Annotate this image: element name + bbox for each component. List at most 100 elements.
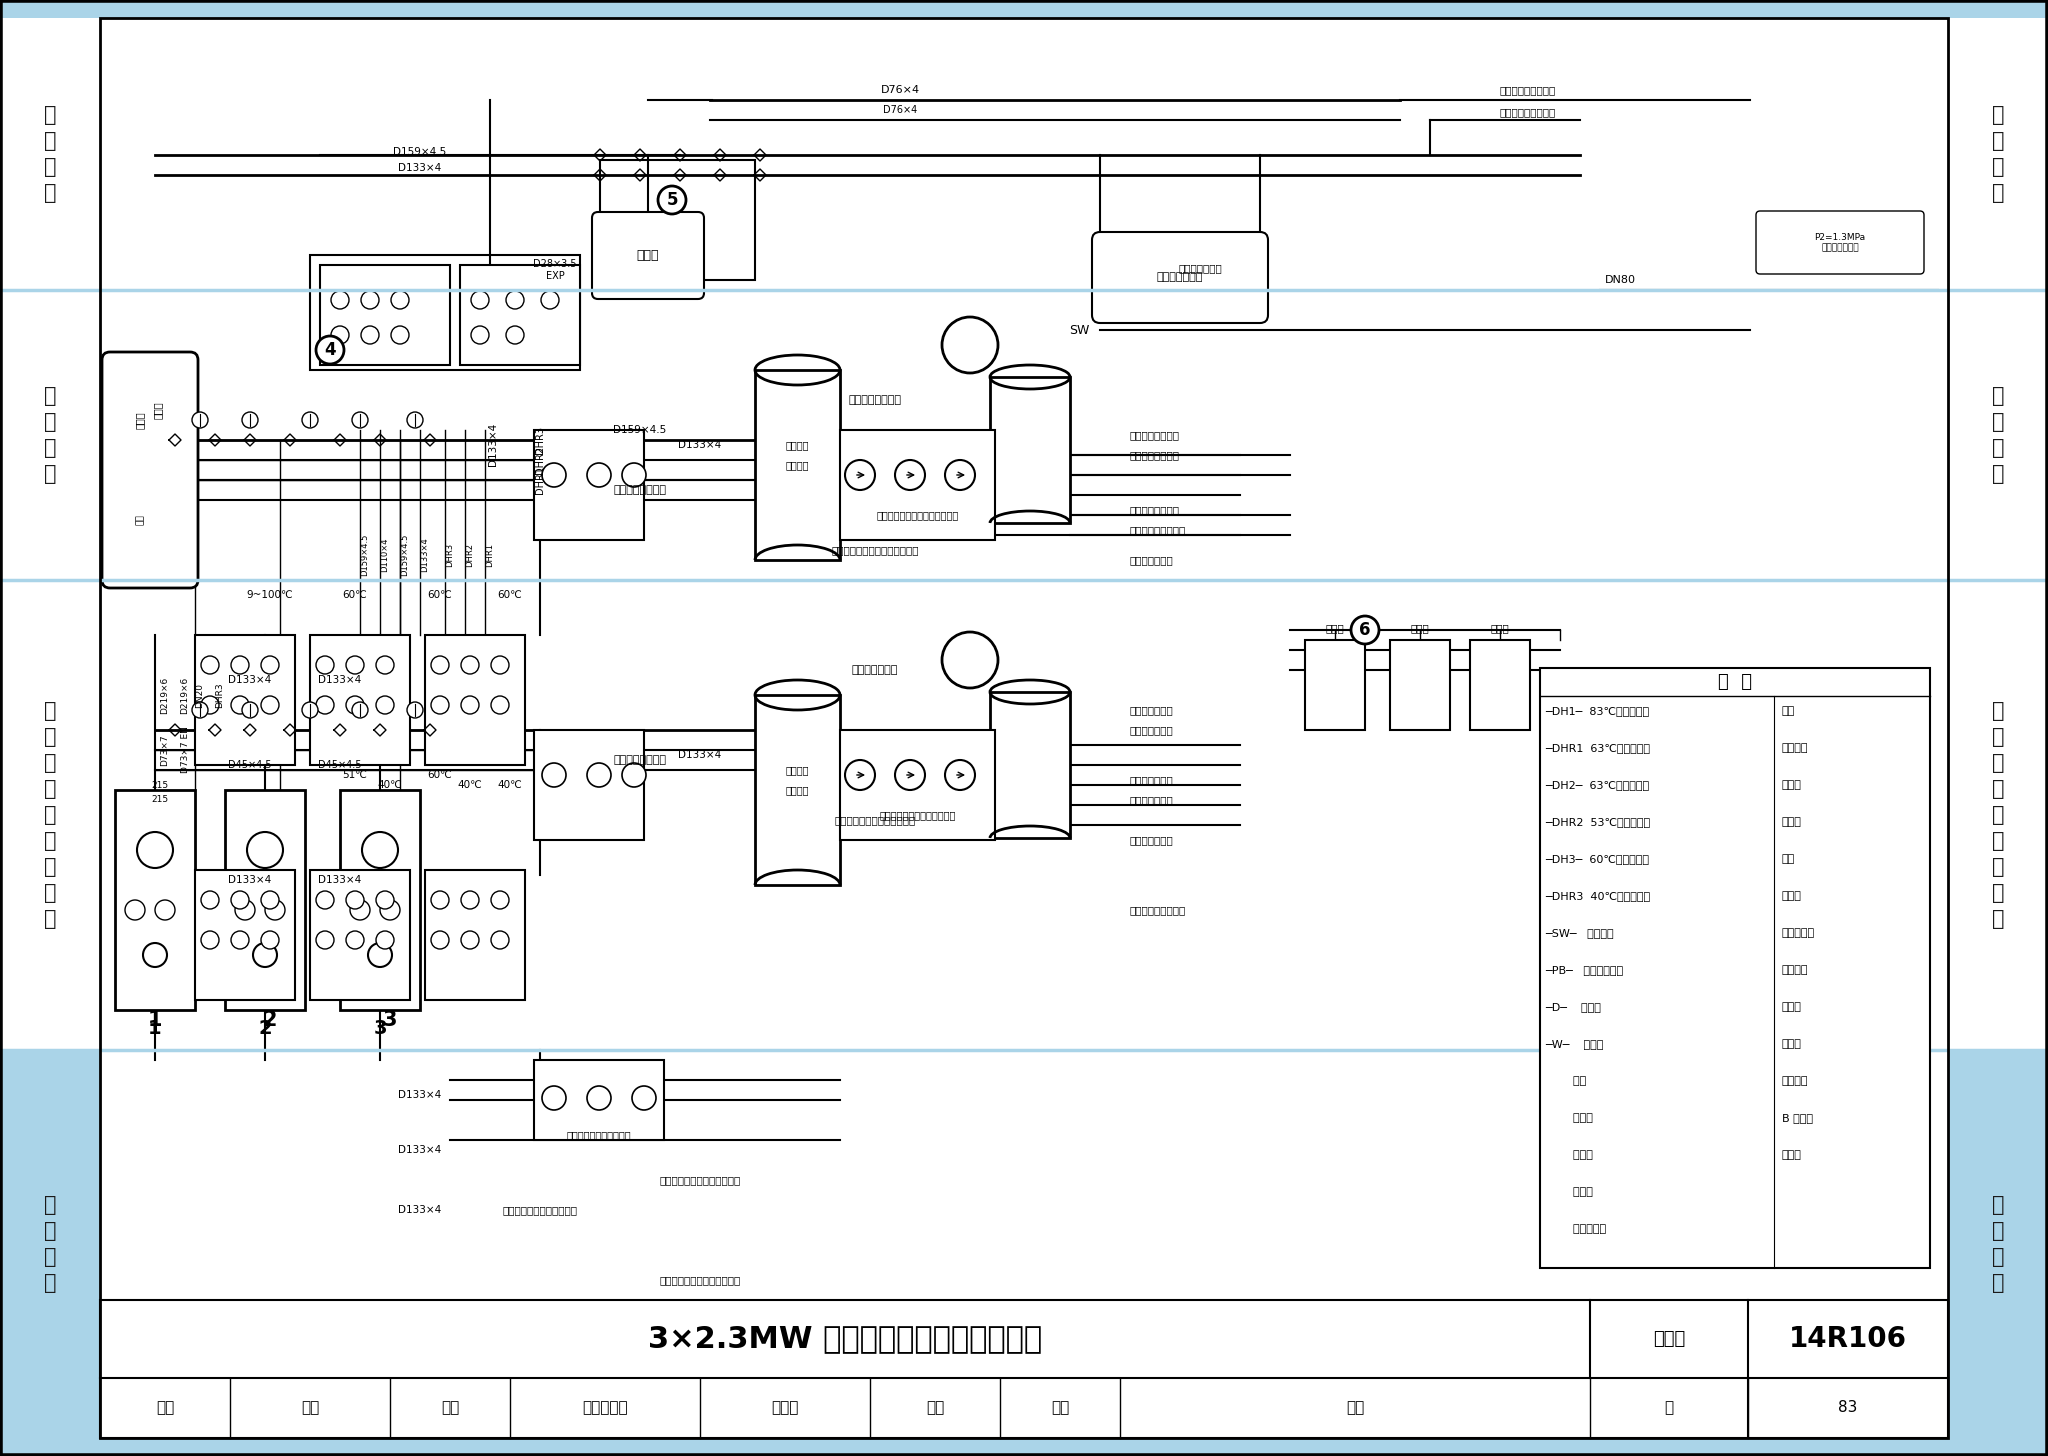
Text: DN80: DN80: [1604, 275, 1636, 285]
Bar: [0, 0, 2048, 17]
Text: 补水箱: 补水箱: [154, 402, 164, 419]
Text: D45×4.5: D45×4.5: [317, 760, 362, 770]
Text: D133×4: D133×4: [229, 875, 272, 885]
Circle shape: [352, 412, 369, 428]
Circle shape: [315, 336, 344, 364]
Text: DN20: DN20: [195, 683, 205, 708]
Text: D133×4: D133×4: [420, 537, 430, 572]
Circle shape: [506, 291, 524, 309]
Circle shape: [254, 943, 276, 967]
Text: ─DHR1  63℃热水回水管: ─DHR1 63℃热水回水管: [1544, 743, 1651, 753]
Circle shape: [137, 831, 172, 868]
Text: 员工不锈钢热水箱: 员工不锈钢热水箱: [614, 485, 666, 495]
Bar: [756, 695, 840, 885]
Circle shape: [461, 891, 479, 909]
Circle shape: [461, 696, 479, 713]
Text: 40℃: 40℃: [498, 780, 522, 791]
Text: 图集号: 图集号: [1653, 1329, 1686, 1348]
Text: 程: 程: [43, 1222, 55, 1241]
Bar: [535, 430, 643, 540]
Circle shape: [346, 696, 365, 713]
Text: 3×2.3MW 真空热水锅炉房热力系统图: 3×2.3MW 真空热水锅炉房热力系统图: [647, 1325, 1042, 1354]
Text: SW: SW: [1069, 323, 1090, 336]
Bar: [309, 635, 410, 764]
Text: 40℃: 40℃: [377, 780, 401, 791]
Text: ─DHR3  40℃热水回水管: ─DHR3 40℃热水回水管: [1544, 891, 1651, 901]
Circle shape: [408, 702, 424, 718]
Text: D133×4: D133×4: [229, 676, 272, 684]
Text: 制: 制: [43, 131, 55, 151]
Text: 韦蕾: 韦蕾: [1346, 1401, 1364, 1415]
Text: 与: 与: [1993, 858, 2005, 877]
Circle shape: [264, 900, 285, 920]
Text: 术: 术: [43, 438, 55, 459]
Circle shape: [377, 657, 393, 674]
Text: 语: 语: [1993, 464, 2005, 483]
Circle shape: [360, 291, 379, 309]
Text: 计: 计: [1993, 727, 2005, 747]
Text: D133×4: D133×4: [487, 422, 498, 466]
Circle shape: [315, 891, 334, 909]
Bar: [840, 430, 995, 540]
Bar: [195, 871, 295, 1000]
Text: 83: 83: [1839, 1401, 1858, 1415]
Text: 编: 编: [1993, 105, 2005, 125]
Text: D159×4.5: D159×4.5: [612, 425, 668, 435]
Bar: [1305, 641, 1366, 729]
Circle shape: [588, 463, 610, 486]
Text: 膨胀管头: 膨胀管头: [1782, 1076, 1808, 1086]
Text: 客房不锈: 客房不锈: [786, 764, 809, 775]
Circle shape: [352, 702, 369, 718]
Circle shape: [430, 891, 449, 909]
Circle shape: [315, 696, 334, 713]
Text: 员工不锈: 员工不锈: [786, 440, 809, 450]
Text: 客房热水循环泵（一用一备）: 客房热水循环泵（一用一备）: [881, 810, 956, 820]
Text: 则: 则: [43, 831, 55, 850]
Text: 定压、补水系统冷热水泵系统: 定压、补水系统冷热水泵系统: [659, 1175, 741, 1185]
Bar: [1540, 668, 1929, 1268]
Text: 则: 则: [1993, 831, 2005, 850]
Text: D133×4: D133×4: [399, 1206, 442, 1214]
Bar: [600, 160, 756, 280]
Bar: [0, 1439, 2048, 1456]
Circle shape: [846, 460, 874, 491]
Circle shape: [315, 930, 334, 949]
Circle shape: [360, 326, 379, 344]
Text: 与: 与: [43, 858, 55, 877]
Text: 员工等热水循环泵（一用一备）: 员工等热水循环泵（一用一备）: [877, 510, 958, 520]
Circle shape: [201, 657, 219, 674]
Circle shape: [846, 760, 874, 791]
Text: 9~100℃: 9~100℃: [246, 590, 293, 600]
Text: 压力表: 压力表: [1782, 1040, 1802, 1048]
Circle shape: [461, 657, 479, 674]
Text: P2=1.3MPa
当膨胀充气真实: P2=1.3MPa 当膨胀充气真实: [1815, 233, 1866, 253]
Text: 6: 6: [1360, 622, 1370, 639]
Text: 技: 技: [1993, 753, 2005, 773]
Text: 实: 实: [43, 1246, 55, 1267]
Circle shape: [346, 657, 365, 674]
Text: 关: 关: [1993, 412, 2005, 432]
Text: D133×4: D133×4: [317, 875, 362, 885]
Text: 止回阀: 止回阀: [1544, 1187, 1593, 1197]
Text: D133×4: D133×4: [317, 676, 362, 684]
Bar: [535, 1060, 664, 1140]
Text: 例: 例: [43, 1273, 55, 1293]
Circle shape: [541, 291, 559, 309]
Circle shape: [242, 412, 258, 428]
Text: 要: 要: [1993, 882, 2005, 903]
Circle shape: [125, 900, 145, 920]
Text: 循环客房冷水补水管: 循环客房冷水补水管: [1130, 906, 1186, 914]
Circle shape: [430, 930, 449, 949]
Text: 员二等集水器装置: 员二等集水器装置: [1130, 450, 1180, 460]
Circle shape: [260, 657, 279, 674]
Text: 软水器: 软水器: [1325, 623, 1343, 633]
Circle shape: [260, 930, 279, 949]
Circle shape: [231, 657, 250, 674]
Circle shape: [301, 702, 317, 718]
FancyBboxPatch shape: [1092, 232, 1268, 323]
Text: 循环客房回水管: 循环客房回水管: [1130, 834, 1174, 844]
Circle shape: [201, 930, 219, 949]
Text: ─DH2─  63℃热水供水管: ─DH2─ 63℃热水供水管: [1544, 780, 1649, 791]
Circle shape: [156, 900, 174, 920]
Text: D45×4.5: D45×4.5: [227, 760, 272, 770]
